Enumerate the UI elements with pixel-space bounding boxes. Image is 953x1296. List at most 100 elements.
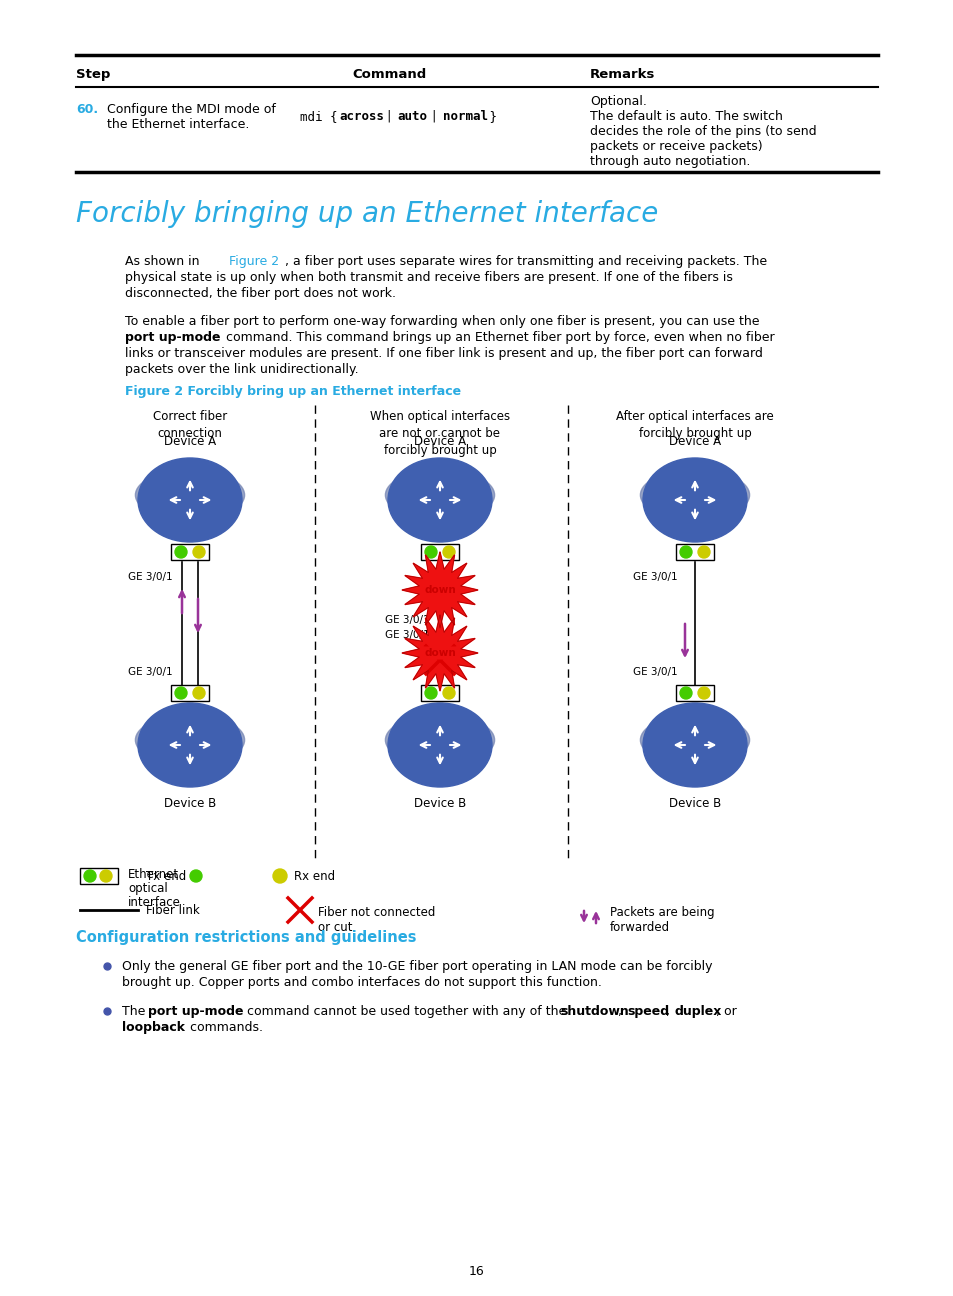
Text: loopback: loopback: [122, 1021, 185, 1034]
Text: Remarks: Remarks: [589, 67, 655, 80]
Bar: [171, 544, 209, 560]
Text: disconnected, the fiber port does not work.: disconnected, the fiber port does not wo…: [125, 286, 395, 299]
Text: Figure 2: Figure 2: [229, 255, 279, 268]
Text: links or transceiver modules are present. If one fiber link is present and up, t: links or transceiver modules are present…: [125, 347, 762, 360]
Text: Rx end: Rx end: [294, 870, 335, 883]
Circle shape: [174, 546, 187, 559]
Text: GE 3/0/1: GE 3/0/1: [633, 667, 677, 677]
Text: Packets are being: Packets are being: [609, 906, 714, 919]
Text: Tx end: Tx end: [146, 870, 186, 883]
Text: }: }: [481, 110, 497, 123]
Text: forwarded: forwarded: [609, 921, 669, 934]
Ellipse shape: [135, 470, 244, 520]
Text: duplex: duplex: [675, 1004, 721, 1017]
Text: 16: 16: [469, 1265, 484, 1278]
Circle shape: [273, 870, 287, 883]
Text: brought up. Copper ports and combo interfaces do not support this function.: brought up. Copper ports and combo inter…: [122, 976, 601, 989]
Polygon shape: [401, 552, 477, 629]
Ellipse shape: [385, 715, 494, 765]
Bar: [676, 686, 713, 701]
Text: shutdown: shutdown: [559, 1004, 628, 1017]
Ellipse shape: [642, 702, 746, 787]
Text: Device B: Device B: [668, 797, 720, 810]
Text: Fiber not connected: Fiber not connected: [317, 906, 435, 919]
Text: Correct fiber
connection: Correct fiber connection: [152, 410, 227, 441]
Text: packets over the link unidirectionally.: packets over the link unidirectionally.: [125, 363, 358, 376]
Text: decides the role of the pins (to send: decides the role of the pins (to send: [589, 124, 816, 137]
Text: Fiber link: Fiber link: [146, 903, 199, 916]
Text: physical state is up only when both transmit and receive fibers are present. If : physical state is up only when both tran…: [125, 271, 732, 284]
Text: packets or receive packets): packets or receive packets): [589, 140, 761, 153]
Text: Device B: Device B: [164, 797, 216, 810]
Circle shape: [174, 687, 187, 699]
Ellipse shape: [388, 702, 492, 787]
Circle shape: [193, 546, 205, 559]
Text: down: down: [424, 584, 456, 595]
Text: Device A: Device A: [668, 435, 720, 448]
Text: GE 3/0/1: GE 3/0/1: [128, 572, 172, 582]
Ellipse shape: [388, 457, 492, 542]
Circle shape: [84, 870, 96, 883]
Ellipse shape: [639, 470, 749, 520]
Text: Device A: Device A: [164, 435, 215, 448]
Text: command. This command brings up an Ethernet fiber port by force, even when no fi: command. This command brings up an Ether…: [222, 330, 774, 343]
Text: 60.: 60.: [76, 102, 98, 117]
Text: , a fiber port uses separate wires for transmitting and receiving packets. The: , a fiber port uses separate wires for t…: [285, 255, 766, 268]
Bar: [676, 544, 713, 560]
Text: normal: normal: [442, 110, 488, 123]
Bar: [420, 544, 458, 560]
Text: ,: ,: [665, 1004, 673, 1017]
Text: GE 3/0/1: GE 3/0/1: [385, 616, 429, 625]
Text: Figure 2 Forcibly bring up an Ethernet interface: Figure 2 Forcibly bring up an Ethernet i…: [125, 385, 460, 398]
Text: The default is auto. The switch: The default is auto. The switch: [589, 110, 782, 123]
Circle shape: [698, 687, 709, 699]
Circle shape: [442, 687, 455, 699]
Ellipse shape: [138, 702, 242, 787]
Circle shape: [424, 546, 436, 559]
Text: As shown in: As shown in: [125, 255, 203, 268]
Circle shape: [679, 546, 691, 559]
Text: port up-mode: port up-mode: [125, 330, 220, 343]
Text: Configuration restrictions and guidelines: Configuration restrictions and guideline…: [76, 931, 416, 945]
Circle shape: [100, 870, 112, 883]
Text: GE 3/0/1: GE 3/0/1: [633, 572, 677, 582]
Circle shape: [679, 687, 691, 699]
Text: Only the general GE fiber port and the 10-GE fiber port operating in LAN mode ca: Only the general GE fiber port and the 1…: [122, 960, 712, 973]
Polygon shape: [401, 616, 477, 691]
Text: To enable a fiber port to perform one-way forwarding when only one fiber is pres: To enable a fiber port to perform one-wa…: [125, 315, 759, 328]
Text: the Ethernet interface.: the Ethernet interface.: [107, 118, 249, 131]
Text: After optical interfaces are
forcibly brought up: After optical interfaces are forcibly br…: [616, 410, 773, 441]
Bar: [171, 686, 209, 701]
Text: Command: Command: [353, 67, 427, 80]
Text: port up-mode: port up-mode: [148, 1004, 243, 1017]
Ellipse shape: [639, 715, 749, 765]
Text: optical: optical: [128, 883, 168, 896]
Text: mdi {: mdi {: [299, 110, 345, 123]
Bar: [80, 868, 118, 884]
Text: Device B: Device B: [414, 797, 466, 810]
Circle shape: [442, 546, 455, 559]
Text: Configure the MDI mode of: Configure the MDI mode of: [107, 102, 275, 117]
Ellipse shape: [642, 457, 746, 542]
Text: The: The: [122, 1004, 150, 1017]
Text: interface: interface: [128, 896, 181, 908]
Text: down: down: [424, 648, 456, 658]
Text: Step: Step: [76, 67, 111, 80]
Text: |: |: [423, 110, 446, 123]
Text: |: |: [377, 110, 400, 123]
Bar: [420, 686, 458, 701]
Ellipse shape: [138, 457, 242, 542]
Text: or cut: or cut: [317, 921, 352, 934]
Text: Device A: Device A: [414, 435, 466, 448]
Text: auto: auto: [397, 110, 427, 123]
Text: across: across: [338, 110, 384, 123]
Text: command cannot be used together with any of the: command cannot be used together with any…: [243, 1004, 570, 1017]
Text: through auto negotiation.: through auto negotiation.: [589, 156, 750, 168]
Text: GE 3/0/1: GE 3/0/1: [385, 630, 429, 640]
Circle shape: [193, 687, 205, 699]
Text: Ethernet: Ethernet: [128, 868, 179, 881]
Ellipse shape: [385, 470, 494, 520]
Text: speed: speed: [626, 1004, 668, 1017]
Text: , or: , or: [716, 1004, 736, 1017]
Circle shape: [190, 870, 202, 883]
